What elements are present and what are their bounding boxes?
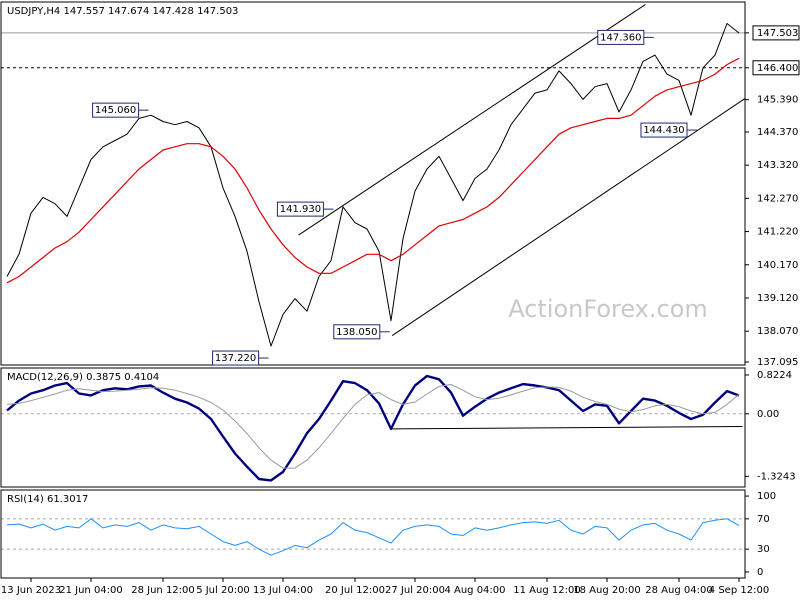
panel-frame (0, 489, 746, 579)
x-tick-label: 4 Sep 12:00 (709, 585, 769, 596)
series-line (6, 384, 740, 469)
y-tick-label: 144.370 (757, 127, 798, 138)
x-tick-label: 28 Jun 12:00 (131, 585, 195, 596)
series-line (6, 374, 740, 482)
trend-line (391, 97, 745, 337)
annotation-box (92, 102, 140, 118)
y-tick-label: 100 (757, 491, 776, 502)
plot-area (1, 518, 745, 556)
x-tick-label: 5 Jul 20:00 (196, 585, 250, 596)
x-tick-label: 13 Jul 04:00 (253, 585, 313, 596)
annotation-box (276, 201, 324, 217)
plot-area (1, 374, 745, 482)
y-tick-label: 146.400 (757, 63, 798, 74)
annotation-label: 144.430 (643, 125, 684, 136)
annotation-box (597, 29, 645, 45)
panel-frame (0, 1, 746, 366)
x-tick-label: 21 Jun 04:00 (59, 585, 123, 596)
x-tick-label: 20 Jul 12:00 (325, 585, 385, 596)
series-line (6, 57, 740, 284)
y-tick-label: 142.270 (757, 193, 798, 204)
annotation-label: 141.930 (280, 204, 321, 215)
y-tick-label: 143.320 (757, 160, 798, 171)
trend-line (392, 426, 743, 430)
panel-title: MACD(12,26,9) 0.3875 0.4104 (7, 372, 159, 383)
price-label-box (752, 25, 800, 41)
annotation-label: 138.050 (336, 327, 377, 338)
series-line (6, 23, 740, 347)
y-tick-label: 30 (757, 544, 770, 555)
annotation-box (640, 122, 688, 138)
price-label-box (752, 60, 800, 76)
panel-frame (0, 367, 746, 488)
y-tick-label: 145.390 (757, 95, 798, 106)
annotation-label: 137.220 (215, 353, 256, 364)
y-tick-label: -1.3243 (757, 471, 796, 482)
x-tick-label: 4 Aug 04:00 (444, 585, 505, 596)
annotation-label: 147.360 (600, 32, 641, 43)
annotation-label: 145.060 (95, 105, 136, 116)
y-tick-label: 140.170 (757, 260, 798, 271)
x-tick-label: 13 Jun 2023 (1, 585, 61, 596)
trend-line (298, 4, 646, 236)
y-tick-label: 138.070 (757, 326, 798, 337)
panel-title: RSI(14) 61.3017 (7, 494, 88, 505)
x-tick-label: 28 Aug 04:00 (645, 585, 712, 596)
x-tick-label: 11 Aug 12:00 (513, 585, 580, 596)
y-tick-label: 0.00 (757, 409, 779, 420)
y-tick-label: 70 (757, 514, 770, 525)
annotation-box (212, 350, 260, 366)
x-tick-label: 27 Jul 20:00 (385, 585, 445, 596)
watermark: ActionForex.com (508, 295, 708, 323)
panel-title: USDJPY,H4 147.557 147.674 147.428 147.50… (7, 6, 238, 17)
series-line (6, 518, 740, 556)
x-tick-label: 18 Aug 20:00 (573, 585, 640, 596)
y-tick-label: 147.503 (757, 28, 798, 39)
annotation-box (333, 324, 381, 340)
y-tick-label: 0 (757, 567, 763, 578)
y-tick-label: 141.220 (757, 227, 798, 238)
y-tick-label: 0.8224 (757, 370, 792, 381)
y-tick-label: 139.120 (757, 293, 798, 304)
y-tick-label: 137.095 (757, 357, 798, 368)
